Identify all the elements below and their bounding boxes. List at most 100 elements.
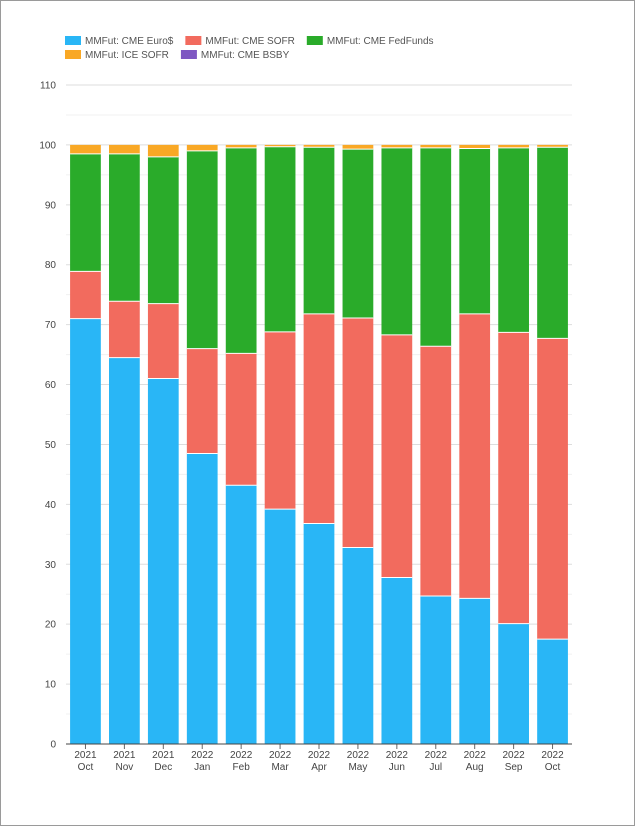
legend-label: MMFut: CME BSBY <box>201 50 290 61</box>
x-tick-label-year: 2022 <box>386 750 409 761</box>
bar-segment[interactable] <box>459 598 491 744</box>
legend-swatch <box>65 50 81 59</box>
legend-item[interactable]: MMFut: ICE SOFR <box>65 50 169 61</box>
legend-label: MMFut: CME Euro$ <box>85 36 174 47</box>
bar-segment[interactable] <box>381 144 413 148</box>
y-tick-label: 10 <box>45 680 57 691</box>
bar-segment[interactable] <box>420 147 452 347</box>
bar-segment[interactable] <box>537 147 568 339</box>
x-tick-label-month: Jan <box>194 762 210 773</box>
bar-segment[interactable] <box>264 146 296 332</box>
x-tick-label-year: 2021 <box>152 750 175 761</box>
legend-item[interactable]: MMFut: CME BSBY <box>180 50 290 61</box>
bar-segment[interactable] <box>186 150 218 349</box>
x-tick-label-month: Aug <box>466 762 484 773</box>
bars <box>70 144 568 744</box>
bar-segment[interactable] <box>186 453 218 744</box>
legend-swatch <box>65 36 81 45</box>
bar-segment[interactable] <box>264 331 296 510</box>
bar-segment[interactable] <box>147 144 179 157</box>
x-tick-label-year: 2022 <box>308 750 331 761</box>
bar-segment[interactable] <box>459 144 491 149</box>
bar-segment[interactable] <box>459 313 491 599</box>
bar-segment[interactable] <box>147 303 179 379</box>
legend-item[interactable]: MMFut: CME Euro$ <box>65 36 174 47</box>
bar-segment[interactable] <box>264 509 296 744</box>
legend-label: MMFut: CME FedFunds <box>327 36 434 47</box>
bar-segment[interactable] <box>109 144 140 154</box>
x-tick-label-month: Mar <box>271 762 289 773</box>
bar-segment[interactable] <box>342 144 374 150</box>
bar-segment[interactable] <box>70 153 101 272</box>
x-tick-label-month: Nov <box>115 762 133 773</box>
y-tick-label: 90 <box>45 200 57 211</box>
bar-segment[interactable] <box>498 144 529 148</box>
bar-segment[interactable] <box>109 153 140 302</box>
bar-segment[interactable] <box>342 149 374 319</box>
bar-segment[interactable] <box>147 378 179 744</box>
x-tick-label-year: 2022 <box>502 750 525 761</box>
bar-segment[interactable] <box>381 147 413 335</box>
bar-segment[interactable] <box>498 147 529 333</box>
legend-label: MMFut: CME SOFR <box>205 36 294 47</box>
bar-segment[interactable] <box>225 147 257 354</box>
x-tick-label-month: May <box>348 762 367 773</box>
x-tick-label-year: 2022 <box>347 750 370 761</box>
x-tick-label-month: Oct <box>545 762 561 773</box>
x-tick-label-year: 2022 <box>425 750 448 761</box>
legend-label: MMFut: ICE SOFR <box>85 50 169 61</box>
bar-segment[interactable] <box>342 318 374 548</box>
bar-segment[interactable] <box>70 144 101 154</box>
bar-segment[interactable] <box>342 547 374 744</box>
x-tick-label-month: Apr <box>311 762 327 773</box>
y-tick-label: 0 <box>50 740 56 751</box>
bar-segment[interactable] <box>420 596 452 744</box>
legend-swatch <box>306 36 323 45</box>
bar-segment[interactable] <box>537 639 568 744</box>
bar-segment[interactable] <box>70 318 101 744</box>
bar-segment[interactable] <box>420 346 452 597</box>
y-tick-label: 70 <box>45 320 57 331</box>
axes: 01020304050607080901001102021Oct2021Nov2… <box>39 81 572 773</box>
legend-swatch <box>180 50 197 59</box>
bar-segment[interactable] <box>498 623 529 744</box>
bar-segment[interactable] <box>109 357 140 744</box>
x-tick-label-month: Oct <box>78 762 94 773</box>
x-tick-label-month: Jun <box>389 762 405 773</box>
bar-segment[interactable] <box>264 144 296 147</box>
x-tick-label-year: 2022 <box>191 750 214 761</box>
x-tick-label-year: 2022 <box>541 750 564 761</box>
bar-segment[interactable] <box>381 577 413 744</box>
legend-item[interactable]: MMFut: CME FedFunds <box>306 36 434 47</box>
legend-item[interactable]: MMFut: CME SOFR <box>185 36 295 47</box>
bar-segment[interactable] <box>186 144 218 151</box>
bar-segment[interactable] <box>225 353 257 486</box>
bar-segment[interactable] <box>498 332 529 624</box>
bar-segment[interactable] <box>420 144 452 148</box>
y-tick-label: 30 <box>45 560 57 571</box>
bar-segment[interactable] <box>70 271 101 319</box>
x-tick-label-month: Dec <box>154 762 172 773</box>
x-tick-label-month: Feb <box>233 762 251 773</box>
bar-segment[interactable] <box>303 313 335 524</box>
bar-segment[interactable] <box>225 144 257 148</box>
bar-segment[interactable] <box>537 144 568 148</box>
x-tick-label-month: Sep <box>505 762 523 773</box>
x-tick-label-year: 2022 <box>269 750 292 761</box>
bar-segment[interactable] <box>303 523 335 744</box>
bar-segment[interactable] <box>186 348 218 454</box>
y-tick-label: 80 <box>45 260 57 271</box>
y-tick-label: 100 <box>39 140 56 151</box>
bar-segment[interactable] <box>459 148 491 314</box>
y-tick-label: 50 <box>45 440 57 451</box>
bar-segment[interactable] <box>225 485 257 744</box>
bar-segment[interactable] <box>381 334 413 578</box>
bar-segment[interactable] <box>303 144 335 148</box>
y-tick-label: 20 <box>45 620 57 631</box>
bar-segment[interactable] <box>147 156 179 304</box>
bar-segment[interactable] <box>537 338 568 640</box>
y-tick-label: 40 <box>45 500 57 511</box>
bar-segment[interactable] <box>109 301 140 358</box>
bar-segment[interactable] <box>303 147 335 314</box>
